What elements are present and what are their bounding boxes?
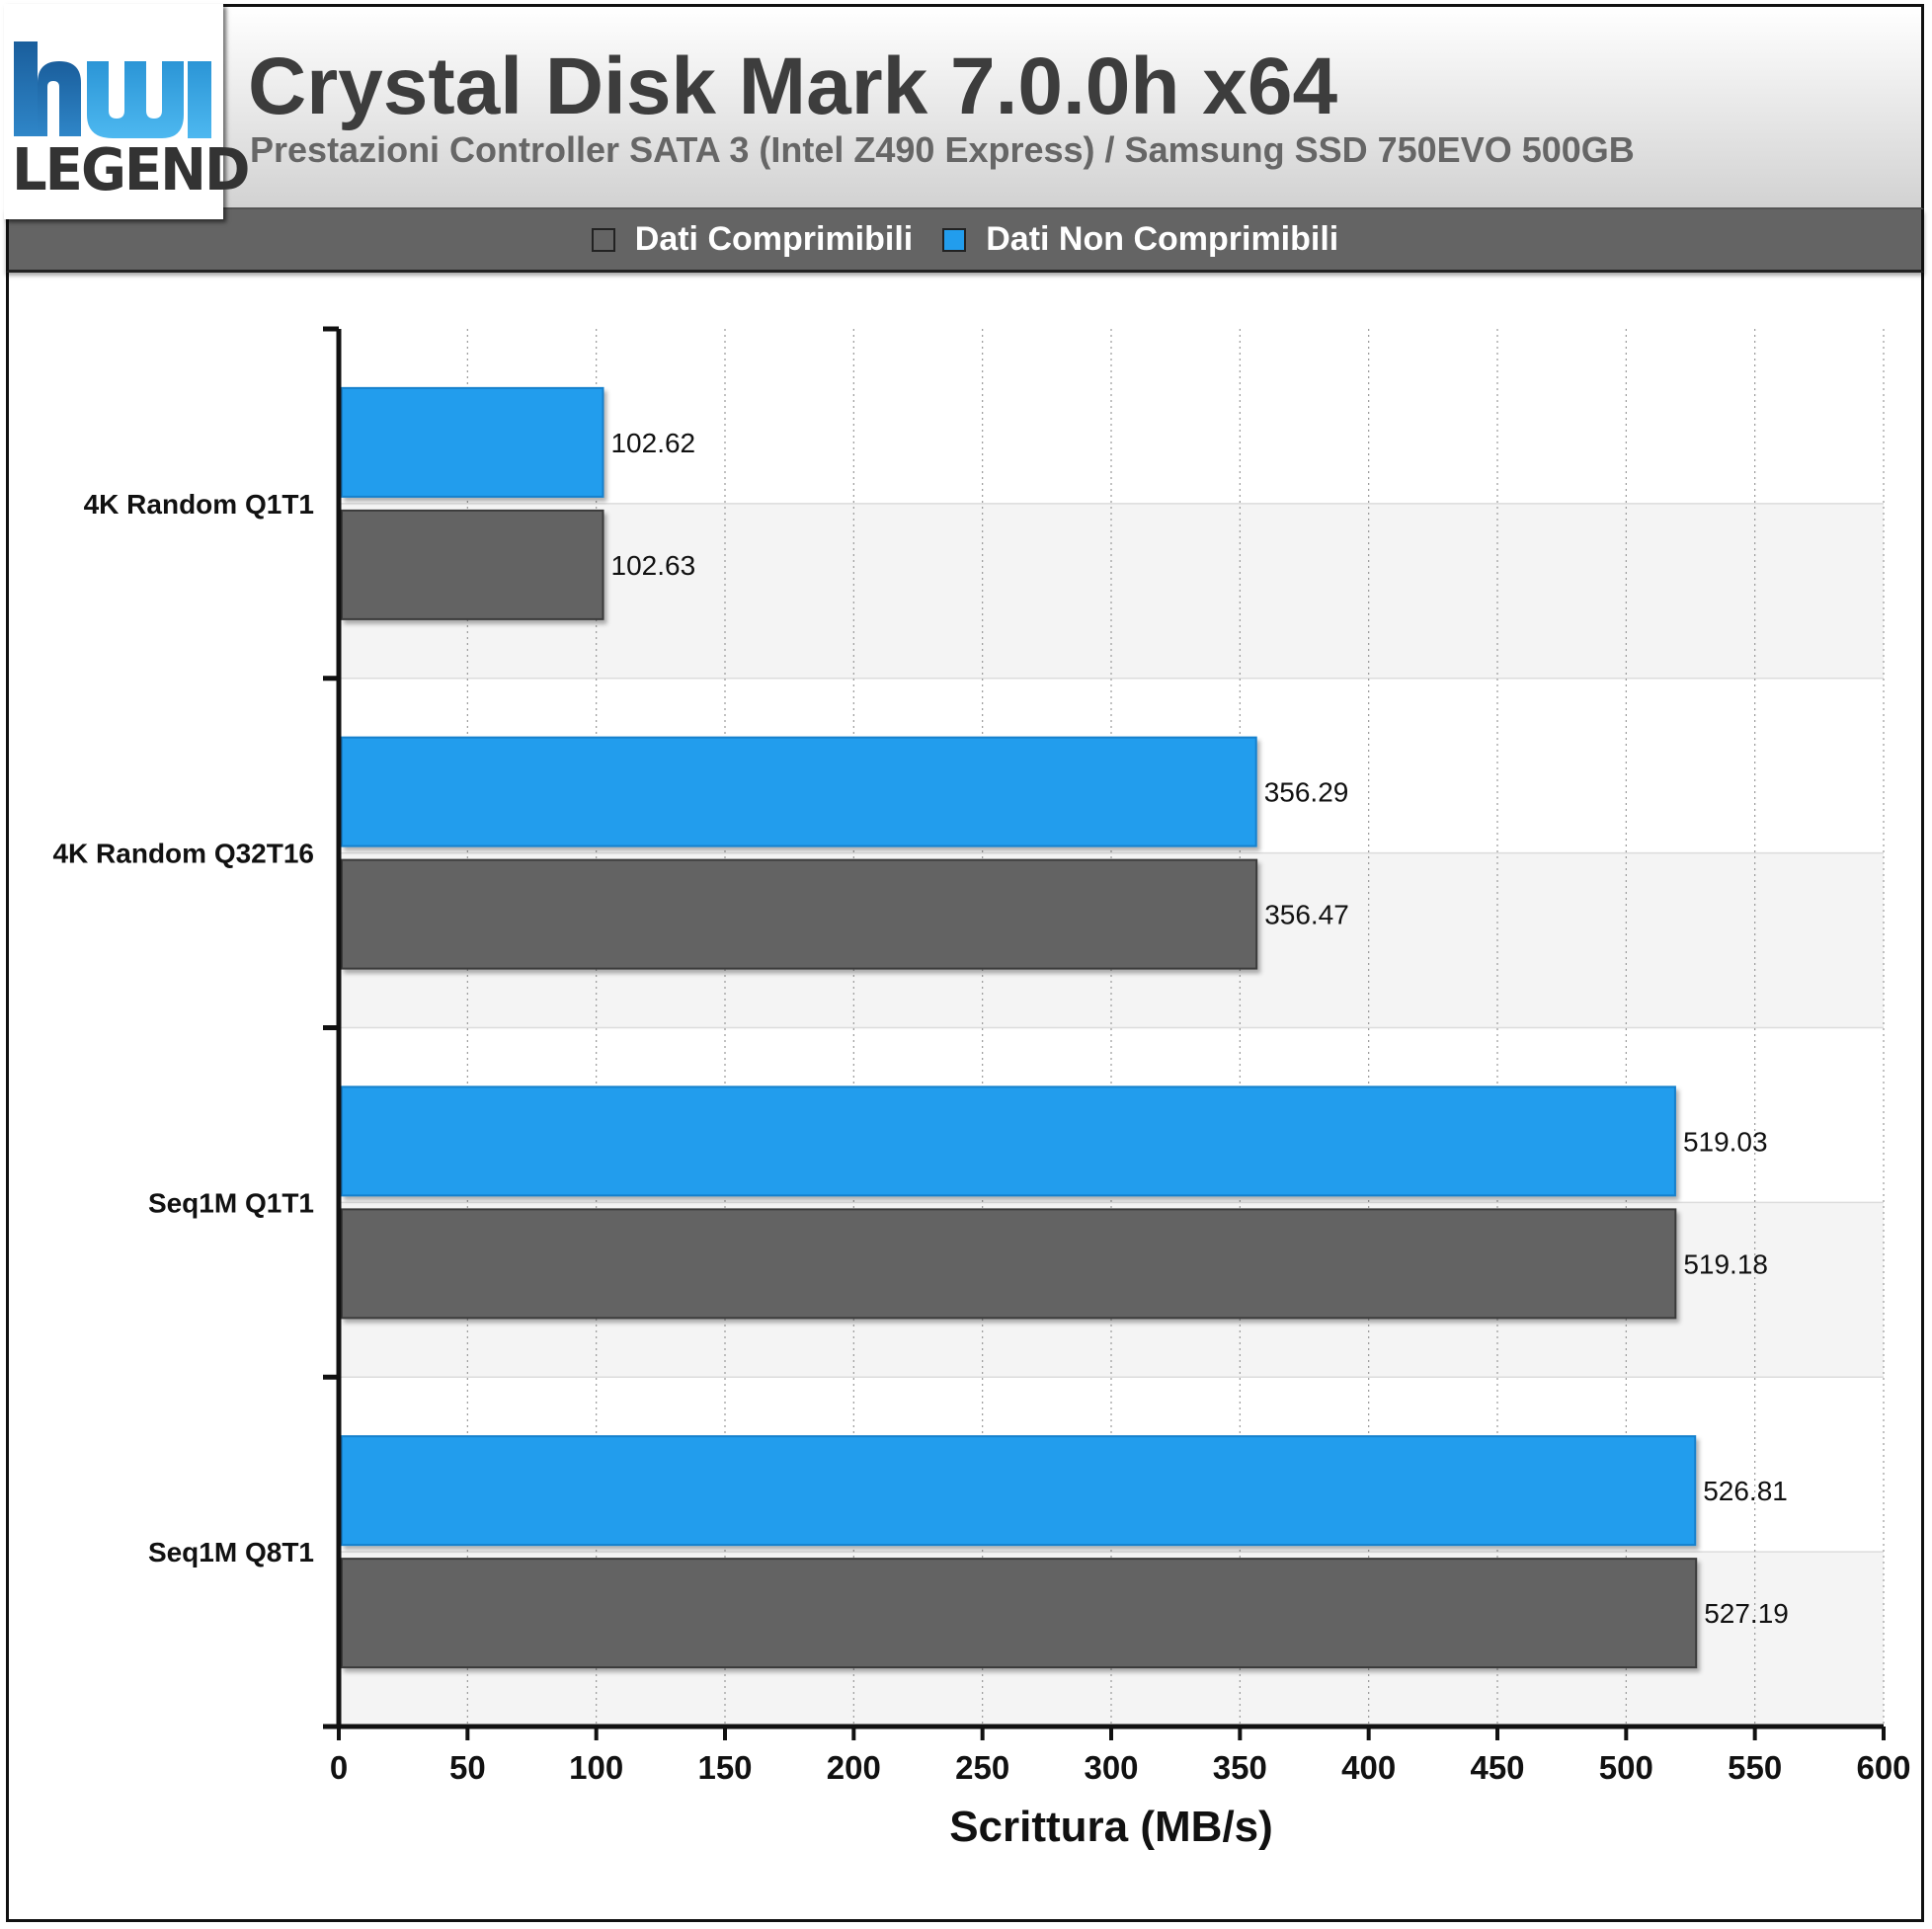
x-tick-label: 200 <box>827 1749 881 1786</box>
category-label: 4K Random Q1T1 <box>84 489 314 520</box>
category-label: Seq1M Q1T1 <box>148 1187 314 1218</box>
legend-item-compressible: Dati Comprimibili <box>591 220 914 259</box>
legend: Dati Comprimibili Dati Non Comprimibili <box>9 209 1921 270</box>
x-tick-label: 0 <box>330 1749 348 1786</box>
x-tick-label: 400 <box>1341 1749 1396 1786</box>
x-tick-label: 150 <box>697 1749 752 1786</box>
data-label: 519.18 <box>1683 1248 1768 1279</box>
data-label: 527.19 <box>1704 1598 1789 1629</box>
legend-swatch-compressible <box>591 227 615 252</box>
bar-non-compressible <box>341 386 604 498</box>
data-label: 356.47 <box>1264 900 1349 930</box>
data-label: 356.29 <box>1264 777 1349 808</box>
legend-swatch-non-compressible <box>942 227 967 252</box>
bar-compressible <box>341 1208 1677 1320</box>
x-tick-label: 100 <box>569 1749 623 1786</box>
data-label: 519.03 <box>1683 1126 1768 1157</box>
bar-compressible <box>341 858 1258 970</box>
x-tick-label: 450 <box>1470 1749 1524 1786</box>
legend-item-non-compressible: Dati Non Comprimibili <box>942 220 1338 259</box>
x-tick-label: 50 <box>449 1749 486 1786</box>
bar-non-compressible <box>341 1085 1676 1197</box>
hwlegend-logo-icon <box>14 41 211 138</box>
bar-non-compressible <box>341 1435 1697 1547</box>
data-label: 102.63 <box>611 550 696 581</box>
bar-compressible <box>341 509 604 620</box>
x-axis-title: Scrittura (MB/s) <box>949 1803 1273 1851</box>
x-tick-label: 500 <box>1599 1749 1653 1786</box>
legend-bar: Dati Comprimibili Dati Non Comprimibili <box>6 209 1924 273</box>
chart-title: Crystal Disk Mark 7.0.0h x64 <box>248 41 1338 131</box>
x-tick-label: 550 <box>1728 1749 1782 1786</box>
legend-label-non-compressible: Dati Non Comprimibili <box>986 220 1339 258</box>
chart-subtitle: Prestazioni Controller SATA 3 (Intel Z49… <box>250 129 1635 170</box>
category-label: Seq1M Q8T1 <box>148 1537 314 1567</box>
bar-non-compressible <box>341 736 1257 847</box>
logo-text: LEGEND <box>12 136 251 204</box>
x-tick-label: 600 <box>1856 1749 1910 1786</box>
data-label: 102.62 <box>610 428 695 458</box>
hwlegend-logo: LEGEND <box>4 4 251 219</box>
x-tick-label: 300 <box>1084 1749 1138 1786</box>
data-label: 526.81 <box>1703 1476 1788 1506</box>
chart-header: Crystal Disk Mark 7.0.0h x64 Prestazioni… <box>6 4 1924 209</box>
category-label: 4K Random Q32T16 <box>52 839 314 869</box>
legend-label-compressible: Dati Comprimibili <box>634 220 914 258</box>
x-tick-label: 350 <box>1213 1749 1267 1786</box>
bar-compressible <box>341 1558 1698 1669</box>
x-tick-label: 250 <box>955 1749 1009 1786</box>
